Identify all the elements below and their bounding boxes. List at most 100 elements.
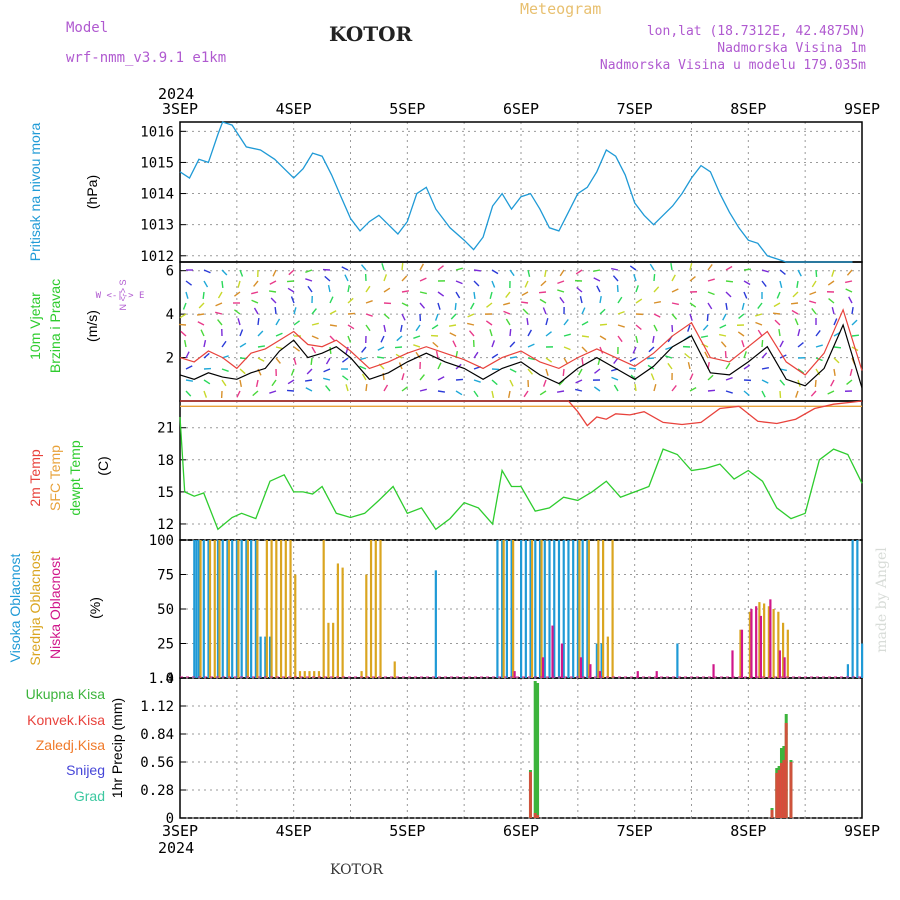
wind-arrow (233, 309, 241, 315)
pressure-axis-label: Pritisak na nivou mora (27, 123, 43, 262)
x-tick-label-bottom: 3SEP (162, 822, 198, 840)
x-tick-label-bottom: 9SEP (844, 822, 880, 840)
panel-frame (179, 121, 863, 263)
wind-arrow (185, 365, 193, 370)
wind-arrow (779, 379, 786, 386)
elevation-label: Nadmorska Visina 1m (717, 41, 866, 56)
wind-arrow (509, 379, 514, 387)
wind-arrow (347, 324, 355, 330)
high-cloud-bar (207, 540, 210, 678)
wind-arrow (239, 269, 244, 277)
wind-arrow (757, 302, 763, 310)
wind-arrow (287, 379, 295, 385)
wind-arrow (347, 335, 352, 343)
wind-arrow (779, 269, 786, 275)
mid-cloud-bar (578, 540, 581, 678)
mid-cloud-bar (360, 671, 363, 678)
wind-arrow (257, 345, 266, 348)
wind-arrow (725, 265, 733, 271)
wind-arrow (198, 302, 205, 309)
wind-arrow (293, 346, 301, 352)
high-cloud-bar (496, 540, 499, 678)
wind-arrow (797, 368, 805, 374)
wind-arrow (653, 384, 657, 392)
wind-arrow (563, 357, 569, 365)
wind-arrow (431, 324, 439, 330)
wind-arrow (270, 297, 277, 304)
wind-arrow (347, 312, 356, 315)
high-cloud-bar (226, 540, 229, 678)
mid-cloud-bar (284, 540, 287, 678)
wind-arrow (527, 357, 535, 361)
wind-arrow (522, 308, 529, 315)
wind-arrow (271, 379, 277, 387)
wind-arrow (275, 318, 281, 326)
wind-arrow (304, 379, 313, 382)
wind-arrow (593, 277, 601, 282)
wind-arrow (581, 320, 589, 326)
wind-arrow (611, 376, 619, 381)
high-cloud-bar (581, 540, 584, 678)
low-cloud-bar (655, 671, 658, 678)
wind-arrow (491, 280, 496, 288)
wind-arrow (761, 390, 766, 398)
wind-arrow (539, 298, 547, 304)
high-cloud-bar (557, 540, 561, 678)
x-tick-label-bottom: 8SEP (730, 822, 766, 840)
wind-arrow (344, 274, 349, 282)
mid-cloud-bar (275, 540, 278, 678)
wind-arrow (395, 353, 403, 359)
wind-arrow (707, 291, 715, 296)
wind-arrow (538, 291, 547, 294)
wind-arrow (505, 318, 511, 326)
mid-cloud-bar (530, 540, 534, 678)
x-tick-label-bottom: 7SEP (617, 822, 653, 840)
y-tick-label: 75 (157, 568, 174, 584)
wind-arrow (707, 263, 713, 271)
wind-arrow (557, 280, 565, 285)
wind-arrow (473, 390, 479, 398)
conv-precip-bar (782, 760, 786, 818)
credit-label: made by Angel (874, 547, 890, 653)
wind-arrow (559, 269, 565, 277)
y-tick-label: 1014 (140, 187, 174, 203)
mid-cloud-bar (332, 622, 335, 678)
wind-arrow (563, 333, 571, 337)
mid-cloud-bar (602, 540, 605, 678)
wind-arrow (401, 302, 409, 307)
wind-arrow (323, 377, 331, 381)
x-tick-label-top: 9SEP (844, 100, 880, 118)
x-tick-label-bottom: 5SEP (389, 822, 425, 840)
y-tick-label: 1013 (140, 218, 174, 234)
wind-arrow (237, 318, 241, 326)
wind-arrow (269, 390, 277, 394)
high-cloud-bar (245, 540, 248, 678)
wind-arrow (376, 356, 385, 359)
wind-arrow (383, 324, 387, 332)
wind-arrow (738, 313, 745, 319)
wind-arrow (725, 291, 732, 298)
cloud-unit-label: (%) (87, 597, 103, 619)
mid-cloud-bar (237, 540, 240, 678)
low-cloud-bar (513, 671, 516, 678)
wind-arrow (383, 287, 391, 293)
wind-arrow (183, 339, 187, 348)
wind-arrow (491, 340, 496, 348)
wind-arrow (467, 322, 475, 326)
wind-arrow (450, 313, 457, 320)
wind-arrow (448, 324, 457, 327)
wind-arrow (257, 330, 264, 337)
wind-arrow (833, 368, 836, 377)
wind-arrow (653, 300, 662, 304)
high-cloud-bar (861, 643, 864, 678)
wind-arrow (831, 307, 835, 315)
wind-arrow (719, 324, 727, 329)
mid-cloud-bar (606, 636, 609, 678)
wind-arrow (287, 287, 295, 293)
wind-arrow (365, 324, 371, 332)
conv-precip-bar (533, 813, 537, 818)
wind-arrow (365, 300, 373, 304)
wind-arrow (540, 280, 547, 287)
wind-arrow (687, 362, 691, 370)
wind-arrow (236, 390, 241, 398)
